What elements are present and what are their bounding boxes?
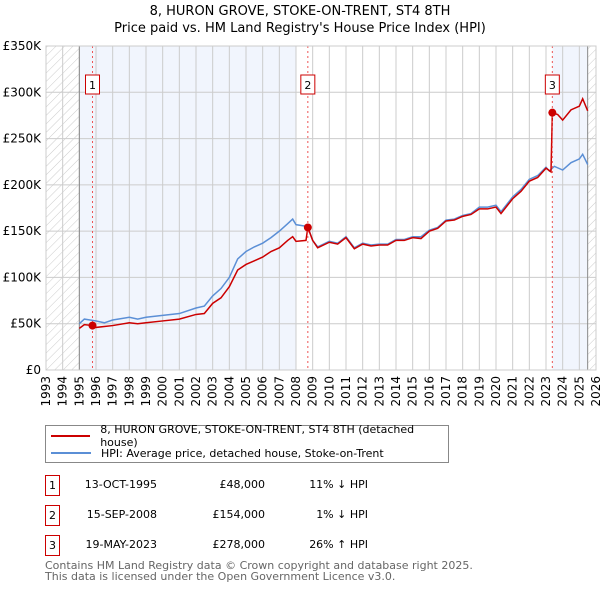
sale-hpi-diff: 1% ↓ HPI (316, 508, 368, 521)
footer-copyright: Contains HM Land Registry data © Crown c… (45, 559, 473, 572)
x-tick-label: 2002 (189, 376, 203, 407)
series-line (78, 96, 589, 329)
legend-item-property: 8, HURON GROVE, STOKE-ON-TRENT, ST4 8TH … (51, 423, 448, 449)
shaded-period (79, 46, 296, 370)
x-tick-label: 2024 (556, 376, 570, 407)
x-tick-label: 1997 (106, 376, 120, 407)
sale-label: 3 (549, 79, 556, 92)
x-tick-label: 2021 (506, 376, 520, 407)
legend-label: HPI: Average price, detached house, Stok… (101, 446, 384, 460)
legend-swatch-blue (51, 452, 91, 454)
sale-hpi-diff: 11% ↓ HPI (309, 478, 368, 491)
sale-number-badge: 1 (45, 475, 60, 496)
x-tick-label: 2010 (322, 376, 336, 407)
x-tick-label: 1993 (39, 376, 53, 407)
sale-price: £48,000 (219, 478, 266, 491)
sale-row-2: 2 15-SEP-2008 £154,000 1% ↓ HPI (45, 505, 385, 526)
x-tick-label: 2007 (272, 376, 286, 407)
legend: 8, HURON GROVE, STOKE-ON-TRENT, ST4 8TH … (45, 423, 449, 463)
x-tick-label: 2022 (522, 376, 536, 407)
sale-label: 2 (304, 79, 311, 92)
chart-title: 8, HURON GROVE, STOKE-ON-TRENT, ST4 8TH (149, 4, 451, 19)
y-tick-label: £100K (3, 270, 43, 284)
legend-swatch-red (51, 435, 91, 437)
sale-hpi-diff: 26% ↑ HPI (309, 538, 368, 551)
x-tick-label: 2004 (222, 376, 236, 407)
x-tick-label: 2000 (156, 376, 170, 407)
x-tick-label: 2016 (422, 376, 436, 407)
legend-item-hpi: HPI: Average price, detached house, Stok… (51, 445, 384, 461)
x-tick-label: 2014 (389, 376, 403, 407)
sale-label-box (300, 74, 316, 95)
sale-price: £154,000 (212, 508, 266, 521)
x-tick-label: 2011 (339, 376, 353, 407)
x-tick-label: 2003 (206, 376, 220, 407)
sale-label-box (85, 74, 100, 95)
y-tick-label: £50K (10, 317, 42, 331)
sale-label-box (544, 74, 560, 95)
x-tick-label: 2025 (572, 376, 586, 407)
sale-number-badge: 2 (45, 505, 60, 526)
sale-number-badge: 3 (45, 535, 60, 556)
x-tick-label: 2019 (472, 376, 486, 407)
sale-date: 13-OCT-1995 (84, 478, 157, 491)
no-data-hatch (587, 46, 596, 370)
y-tick-label: £350K (3, 39, 43, 53)
x-tick-label: 2026 (589, 376, 600, 407)
x-tick-label: 2018 (456, 376, 470, 407)
x-tick-label: 2008 (289, 376, 303, 407)
sale-date: 15-SEP-2008 (86, 508, 157, 521)
x-tick-label: 2005 (239, 376, 253, 407)
plot-frame (45, 45, 597, 371)
x-tick-label: 2015 (406, 376, 420, 407)
legend-label: 8, HURON GROVE, STOKE-ON-TRENT, ST4 8TH … (100, 423, 415, 449)
sale-point (303, 223, 312, 232)
x-tick-label: 1999 (139, 376, 153, 407)
x-tick-label: 2020 (489, 376, 503, 407)
sale-point (548, 108, 557, 117)
y-tick-label: £300K (3, 85, 43, 99)
x-tick-label: 2012 (356, 376, 370, 407)
x-tick-label: 2013 (372, 376, 386, 407)
x-tick-label: 1995 (72, 376, 86, 407)
sale-row-1: 1 13-OCT-1995 £48,000 11% ↓ HPI (45, 475, 385, 496)
x-tick-label: 1998 (122, 376, 136, 407)
x-tick-label: 2023 (539, 376, 553, 407)
shaded-period (552, 46, 588, 370)
x-tick-label: 2001 (172, 376, 186, 407)
sale-point (88, 321, 97, 330)
sale-price: £278,000 (212, 538, 266, 551)
x-tick-label: 1996 (89, 376, 103, 407)
x-tick-label: 2009 (306, 376, 320, 407)
sale-date: 19-MAY-2023 (85, 538, 157, 551)
x-tick-label: 2006 (256, 376, 270, 407)
chart-subtitle: Price paid vs. HM Land Registry's House … (114, 21, 486, 36)
y-tick-label: £0 (26, 363, 41, 377)
y-tick-label: £150K (3, 224, 43, 238)
x-tick-label: 2017 (439, 376, 453, 407)
footer-licence: This data is licensed under the Open Gov… (45, 570, 396, 583)
sale-row-3: 3 19-MAY-2023 £278,000 26% ↑ HPI (45, 535, 385, 556)
sale-label: 1 (89, 79, 96, 92)
y-tick-label: £250K (3, 132, 43, 146)
x-tick-label: 1994 (56, 376, 70, 407)
y-tick-label: £200K (3, 178, 43, 192)
